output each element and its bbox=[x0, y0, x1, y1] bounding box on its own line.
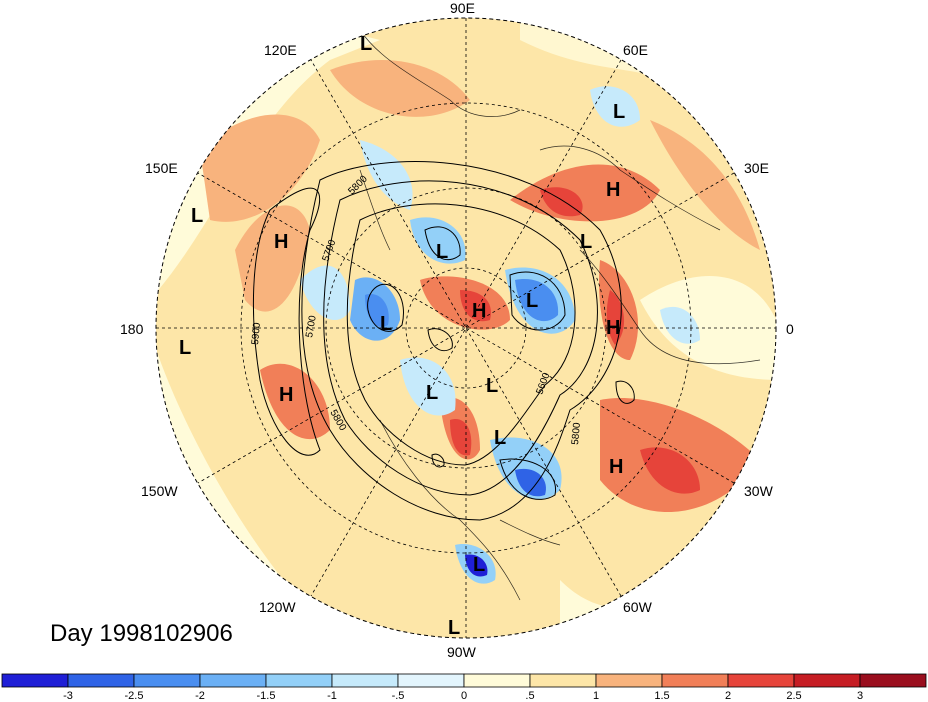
coastlines bbox=[359, 29, 761, 601]
colorbar-tick-label: .5 bbox=[525, 690, 534, 702]
colorbar-tick-label: -2.5 bbox=[125, 690, 144, 702]
colorbar-tick-label: -2 bbox=[195, 690, 205, 702]
pressure-center: L bbox=[448, 617, 460, 639]
pressure-center: L bbox=[380, 313, 392, 335]
colorbar-box bbox=[397, 673, 465, 688]
colorbar-box bbox=[1, 673, 69, 688]
lon-label: 120W bbox=[259, 599, 296, 615]
pressure-center: L bbox=[486, 375, 498, 397]
colorbar-box bbox=[199, 673, 267, 688]
colorbar-box bbox=[463, 673, 531, 688]
colorbar-tick-label: 3 bbox=[857, 690, 863, 702]
height-contours bbox=[252, 161, 635, 521]
pressure-center: L bbox=[526, 290, 538, 312]
pressure-center: L bbox=[360, 33, 372, 55]
colorbar-ticks: -3 -2.5 -2 -1.5 -1 -.5 0 .5 1 1.5 2 2.5 … bbox=[63, 690, 863, 702]
lon-label: 90E bbox=[450, 0, 475, 16]
pressure-center: L bbox=[426, 382, 438, 404]
hemisphere-map: 90E 60E 30E 0 30W 60W 90W 120W 150W 180 … bbox=[120, 0, 794, 660]
pressure-center: L bbox=[473, 554, 485, 576]
pressure-center: H bbox=[279, 384, 293, 406]
pressure-center: L bbox=[436, 241, 448, 263]
pressure-center: L bbox=[494, 427, 506, 449]
colorbar-tick-label: -1.5 bbox=[257, 690, 276, 702]
lon-label: 90W bbox=[447, 644, 477, 660]
colorbar: -3 -2.5 -2 -1.5 -1 -.5 0 .5 1 1.5 2 2.5 … bbox=[1, 673, 927, 702]
contour-label: 5900 bbox=[250, 322, 263, 346]
colorbar-tick-label: 2.5 bbox=[786, 690, 801, 702]
lon-label: 60W bbox=[623, 599, 653, 615]
lon-label: 150E bbox=[145, 160, 178, 176]
colorbar-tick-label: 1 bbox=[593, 690, 599, 702]
pressure-center: H bbox=[472, 300, 486, 322]
colorbar-tick-label: -1 bbox=[327, 690, 337, 702]
pressure-center: L bbox=[613, 101, 625, 123]
lon-label: 0 bbox=[786, 321, 794, 337]
colorbar-tick-label: 2 bbox=[725, 690, 731, 702]
contour-label: 5700 bbox=[304, 314, 319, 338]
pressure-center: L bbox=[580, 231, 592, 253]
lon-label: 180 bbox=[120, 321, 144, 337]
colorbar-box bbox=[661, 673, 729, 688]
pressure-center: L bbox=[191, 205, 203, 227]
pressure-centers: L L H L L H L H L H H L L H L L H L L L bbox=[179, 33, 625, 639]
lon-label: 60E bbox=[623, 42, 648, 58]
lon-label: 30W bbox=[744, 483, 774, 499]
colorbar-box bbox=[133, 673, 201, 688]
contour-label: 5800 bbox=[570, 422, 583, 446]
colorbar-box bbox=[727, 673, 795, 688]
colorbar-tick-label: 0 bbox=[461, 690, 467, 702]
colorbar-box bbox=[793, 673, 861, 688]
lon-label: 120E bbox=[264, 42, 297, 58]
lon-label: 150W bbox=[141, 483, 178, 499]
pressure-center: L bbox=[179, 337, 191, 359]
day-label: Day 1998102906 bbox=[50, 620, 233, 647]
colorbar-box bbox=[595, 673, 663, 688]
pressure-center: H bbox=[606, 179, 620, 201]
colorbar-box bbox=[859, 673, 927, 688]
colorbar-box bbox=[265, 673, 333, 688]
colorbar-box bbox=[529, 673, 597, 688]
colorbar-boxes bbox=[1, 673, 927, 688]
colorbar-tick-label: 1.5 bbox=[654, 690, 669, 702]
longitude-labels: 90E 60E 30E 0 30W 60W 90W 120W 150W 180 … bbox=[120, 0, 794, 660]
colorbar-tick-label: -3 bbox=[63, 690, 73, 702]
pressure-center: H bbox=[606, 317, 620, 339]
colorbar-box bbox=[331, 673, 399, 688]
colorbar-box bbox=[67, 673, 135, 688]
lon-label: 30E bbox=[744, 160, 769, 176]
pressure-center: H bbox=[274, 231, 288, 253]
colorbar-tick-label: -.5 bbox=[392, 690, 405, 702]
graticule bbox=[156, 18, 776, 638]
pressure-center: H bbox=[609, 456, 623, 478]
